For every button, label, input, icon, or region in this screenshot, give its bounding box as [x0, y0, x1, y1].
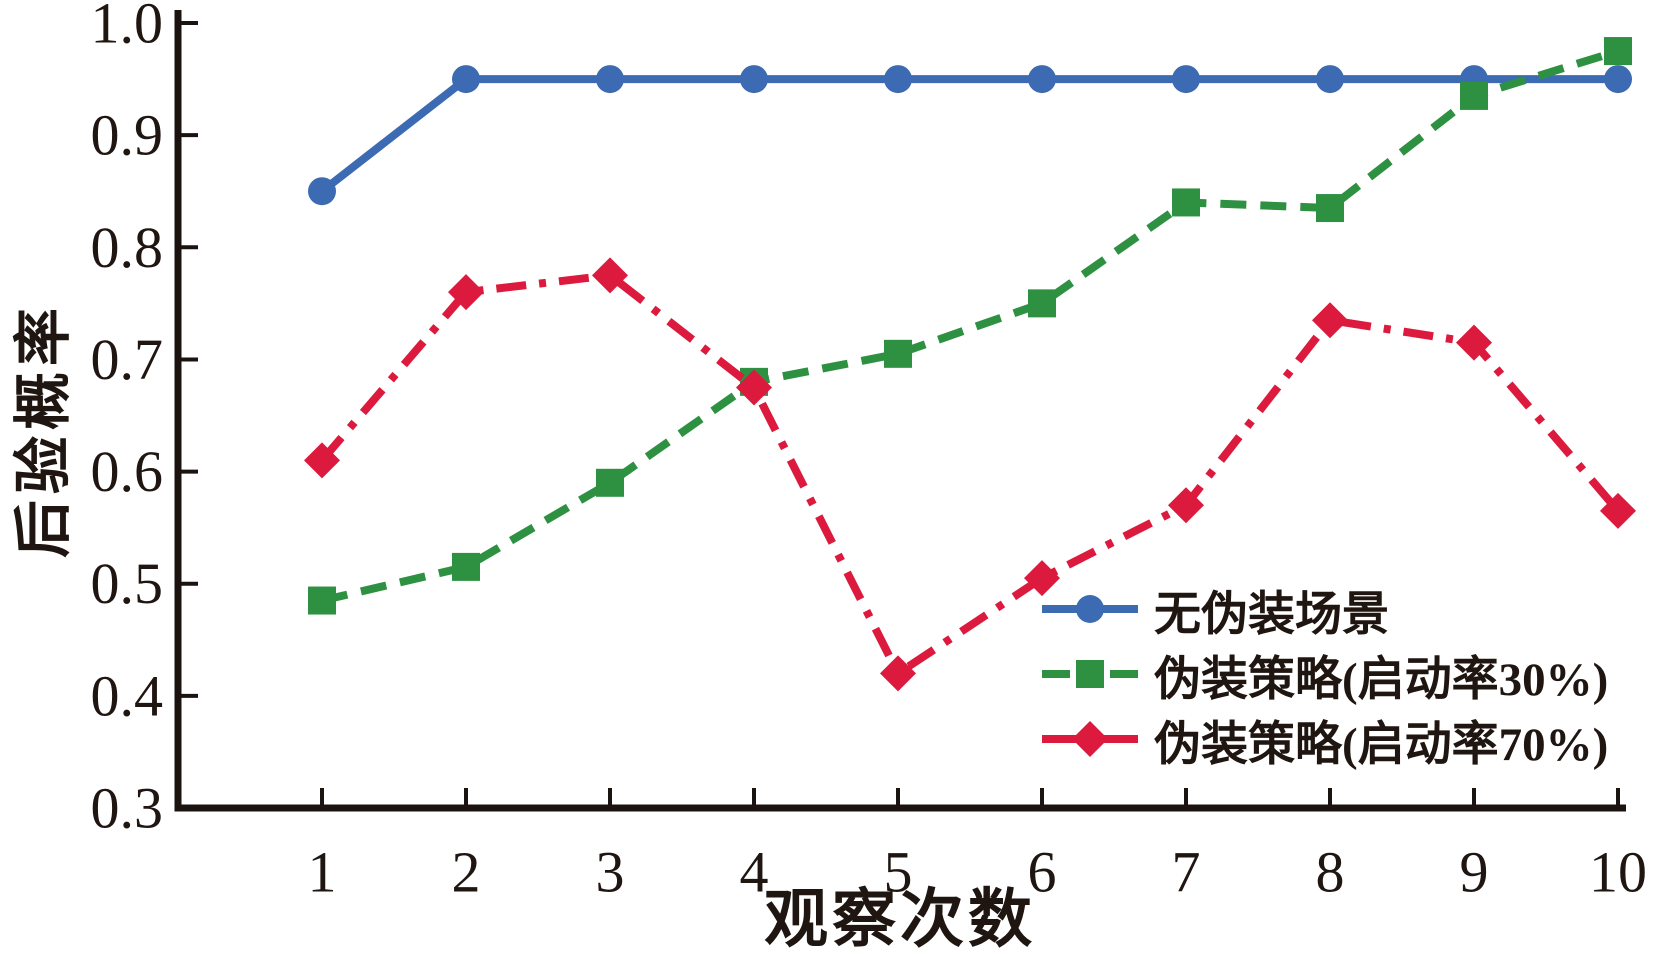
data-point — [1604, 65, 1632, 94]
data-point — [1028, 65, 1056, 94]
x-tick-label: 8 — [1316, 840, 1345, 905]
x-tick-label: 10 — [1589, 840, 1647, 905]
series-line-2 — [318, 271, 1622, 680]
series-line-1 — [321, 47, 1620, 605]
data-point — [1172, 65, 1200, 94]
data-point — [884, 339, 912, 368]
y-tick-label: 0.3 — [91, 776, 164, 841]
y-tick-label: 0.4 — [91, 663, 164, 728]
legend-label: 无伪装场景 — [1154, 588, 1389, 641]
y-tick-label: 0.7 — [91, 327, 164, 392]
data-point — [1024, 560, 1060, 597]
x-tick-label: 7 — [1172, 840, 1201, 905]
y-tick-label: 0.9 — [91, 103, 164, 168]
data-point — [308, 586, 336, 615]
x-tick-label: 5 — [884, 840, 913, 905]
series-line-0 — [319, 75, 1618, 195]
legend-label: 伪装策略(启动率70%) — [1154, 718, 1609, 771]
data-point — [1456, 324, 1492, 361]
data-point — [1172, 188, 1200, 217]
legend-item-camouflage-70: 伪装策略(启动率70%) — [1040, 715, 1608, 771]
x-tick-label: 1 — [308, 840, 337, 905]
x-tick-label: 2 — [452, 840, 481, 905]
data-point — [304, 442, 340, 479]
y-axis-title: 后验概率 — [11, 301, 76, 559]
y-tick-label: 0.6 — [91, 439, 164, 504]
x-tick-label: 6 — [1028, 840, 1057, 905]
data-point — [1460, 81, 1488, 110]
data-point — [736, 369, 772, 406]
data-point — [1600, 492, 1636, 529]
x-tick-label: 4 — [740, 840, 769, 905]
x-tick-label: 3 — [596, 840, 625, 905]
y-tick-label: 0.8 — [91, 215, 164, 280]
data-point — [452, 552, 480, 581]
data-point — [448, 274, 484, 311]
data-point — [1604, 37, 1632, 66]
x-tick-label: 9 — [1460, 840, 1489, 905]
legend-marker-square-icon — [1042, 660, 1138, 688]
data-point — [1028, 289, 1056, 318]
y-tick-label: 0.5 — [91, 551, 164, 616]
legend-label: 伪装策略(启动率30%) — [1154, 653, 1609, 706]
data-point — [1312, 302, 1348, 339]
data-point — [1316, 194, 1344, 223]
legend-item-no-camouflage: 无伪装场景 — [1040, 585, 1608, 641]
data-point — [596, 65, 624, 94]
data-point — [452, 65, 480, 94]
y-tick-label: 1.0 — [91, 0, 164, 56]
data-point — [884, 65, 912, 94]
data-point — [596, 468, 624, 497]
legend-item-camouflage-30: 伪装策略(启动率30%) — [1040, 650, 1608, 706]
data-point — [880, 655, 916, 692]
legend: 无伪装场景 伪装策略(启动率30%) 伪装策略(启动率70%) — [1040, 585, 1608, 771]
data-point — [308, 177, 336, 206]
data-point — [1168, 487, 1204, 524]
x-axis-title: 观察次数 — [764, 884, 1036, 954]
data-point — [740, 65, 768, 94]
data-point — [1316, 65, 1344, 94]
legend-marker-circle-icon — [1042, 595, 1138, 623]
legend-marker-diamond-icon — [1042, 721, 1138, 757]
data-point — [592, 257, 628, 294]
